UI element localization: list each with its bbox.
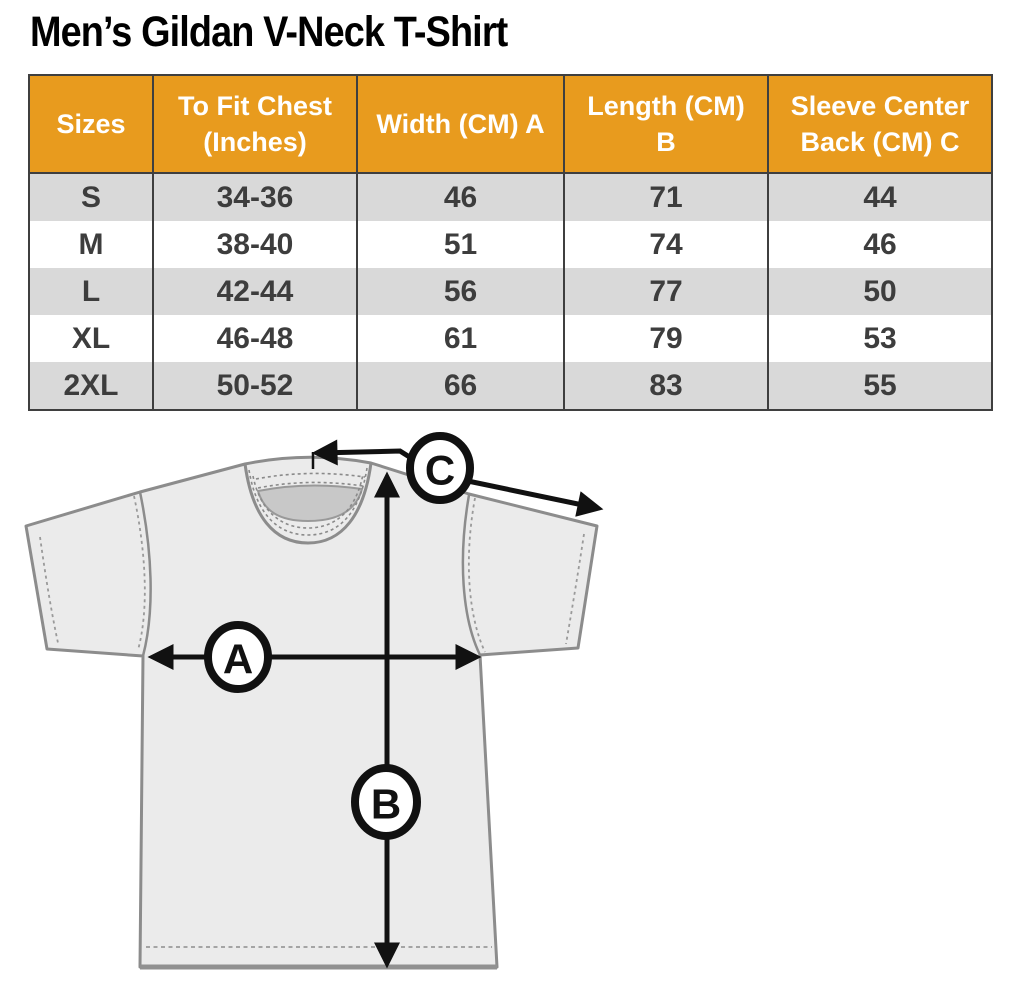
chest-cell: 46-48 xyxy=(152,315,358,362)
sleeve-cell: 55 xyxy=(767,362,993,411)
chest-cell: 50-52 xyxy=(152,362,358,411)
right-armhole-seam xyxy=(461,494,482,656)
sleeve-cell: 53 xyxy=(767,315,993,362)
table-row-xl: XL 46-48 61 79 53 xyxy=(28,315,993,362)
tshirt-outline xyxy=(24,455,599,969)
length-label-circle xyxy=(351,764,421,840)
column-header-sleeve: Sleeve Center Back (CM) C xyxy=(767,74,993,174)
size-cell: S xyxy=(28,173,154,221)
table-row-2xl: 2XL 50-52 66 83 55 xyxy=(28,362,993,411)
length-cell: 77 xyxy=(563,268,769,315)
length-label: B xyxy=(371,781,401,828)
chest-cell: 38-40 xyxy=(152,221,358,268)
column-header-width: Width (CM) A xyxy=(356,74,565,174)
table-row-l: L 42-44 56 77 50 xyxy=(28,268,993,315)
sleeve-label-circle xyxy=(406,432,474,504)
width-label: A xyxy=(223,636,253,683)
sleeve-cell: 44 xyxy=(767,173,993,221)
sleeve-cell: 50 xyxy=(767,268,993,315)
left-sleeve-stitch xyxy=(39,536,59,644)
sleeve-cell: 46 xyxy=(767,221,993,268)
width-cell: 51 xyxy=(356,221,565,268)
width-cell: 66 xyxy=(356,362,565,411)
width-cell: 56 xyxy=(356,268,565,315)
collar-back-stitch-1 xyxy=(255,472,366,480)
length-cell: 83 xyxy=(563,362,769,411)
size-cell: M xyxy=(28,221,154,268)
width-label-circle xyxy=(204,621,272,693)
size-cell: 2XL xyxy=(28,362,154,411)
width-cell: 46 xyxy=(356,173,565,221)
collar-outer-seam xyxy=(243,462,373,545)
size-chart-table: Sizes To Fit Chest (Inches) Width (CM) A… xyxy=(28,74,993,411)
column-header-sizes: Sizes xyxy=(28,74,154,174)
length-cell: 74 xyxy=(563,221,769,268)
sleeve-label: C xyxy=(425,447,455,494)
header-row: Sizes To Fit Chest (Inches) Width (CM) A… xyxy=(28,74,993,174)
size-cell: XL xyxy=(28,315,154,362)
column-header-chest: To Fit Chest (Inches) xyxy=(152,74,358,174)
left-armhole-seam xyxy=(138,491,152,657)
table-row-s: S 34-36 46 71 44 xyxy=(28,173,993,221)
chest-cell: 34-36 xyxy=(152,173,358,221)
collar-outer-stitch xyxy=(248,467,368,536)
width-cell: 61 xyxy=(356,315,565,362)
page-title: Men’s Gildan V-Neck T-Shirt xyxy=(30,8,508,56)
right-sleeve-stitch xyxy=(565,533,585,645)
chest-cell: 42-44 xyxy=(152,268,358,315)
length-cell: 79 xyxy=(563,315,769,362)
length-cell: 71 xyxy=(563,173,769,221)
sleeve-arrow-diagonal xyxy=(462,477,604,517)
left-armhole-stitch xyxy=(133,495,146,651)
column-header-length: Length (CM) B xyxy=(563,74,769,174)
neck-opening xyxy=(256,484,364,523)
table-row-m: M 38-40 51 74 46 xyxy=(28,221,993,268)
right-armhole-stitch xyxy=(467,497,486,653)
size-cell: L xyxy=(28,268,154,315)
